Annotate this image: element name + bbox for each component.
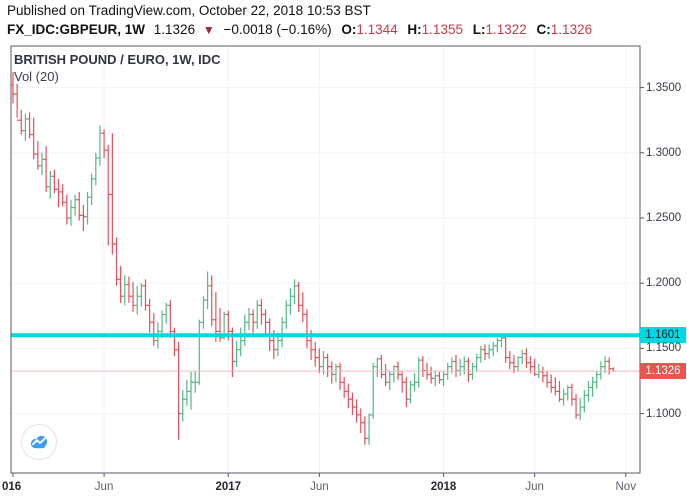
y-axis-label: 1.3000 xyxy=(646,146,682,159)
y-axis-label: 1.2500 xyxy=(646,212,682,224)
low-label: L: xyxy=(472,22,486,37)
high-label: H: xyxy=(407,22,422,37)
y-axis-label: 1.1000 xyxy=(646,407,682,420)
chart-legend: BRITISH POUND / EURO, 1W, IDC Vol (20) xyxy=(14,51,221,85)
legend-title: BRITISH POUND / EURO, 1W, IDC xyxy=(14,52,221,67)
x-axis-label: 016 xyxy=(2,481,22,493)
close-label: C: xyxy=(536,22,551,37)
x-axis-label: 2017 xyxy=(215,481,242,493)
cloud-chart-icon xyxy=(30,435,48,449)
y-axis-label: 1.1500 xyxy=(646,342,682,355)
published-line: Published on TradingView.com, October 22… xyxy=(7,3,371,18)
y-axis-label: 1.3500 xyxy=(646,81,682,94)
close-value: 1.1326 xyxy=(550,22,593,37)
low-value: 1.1322 xyxy=(485,22,527,37)
x-axis-label: Jun xyxy=(525,481,544,493)
symbol-name: FX_IDC:GBPEUR, 1W xyxy=(7,22,146,37)
x-axis-label: Jun xyxy=(94,481,114,493)
tradingview-logo[interactable] xyxy=(21,424,57,460)
y-axis-label: 1.2000 xyxy=(646,277,682,290)
open-value: 1.1344 xyxy=(356,22,398,37)
open-label: O: xyxy=(341,22,357,37)
last-price: 1.1326 xyxy=(153,22,196,37)
x-axis-label: Jun xyxy=(310,481,329,493)
last-price-badge: 1.1326 xyxy=(640,363,686,380)
high-value: 1.1355 xyxy=(421,22,463,37)
x-axis-label: Nov xyxy=(615,481,636,493)
resistance-price-badge: 1.1601 xyxy=(640,327,686,344)
x-axis-label: 2018 xyxy=(430,481,457,493)
price-chart[interactable] xyxy=(11,46,640,473)
down-triangle-icon: ▼ xyxy=(202,23,215,37)
symbol-status-line: FX_IDC:GBPEUR, 1W 1.1326 ▼ −0.0018 (−0.1… xyxy=(7,22,592,37)
price-change: −0.0018 (−0.16%) xyxy=(223,22,332,37)
legend-volume-indicator: Vol (20) xyxy=(14,69,59,84)
